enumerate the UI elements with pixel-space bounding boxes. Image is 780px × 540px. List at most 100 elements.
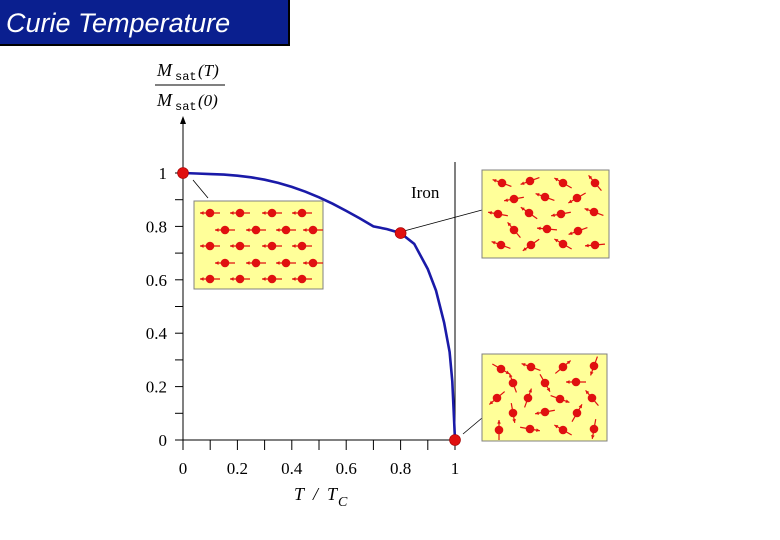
spin-dot xyxy=(589,356,599,376)
spin-dot xyxy=(520,424,540,434)
inset-partially-aligned-spins xyxy=(481,169,610,259)
spin-dot xyxy=(303,225,323,235)
spin-dot xyxy=(215,258,235,268)
spin-dot xyxy=(200,208,220,218)
random-spin-dots xyxy=(488,356,599,440)
leader-line-random xyxy=(462,417,483,435)
xlabel-b: T xyxy=(327,484,339,504)
x-tick-label: 0.2 xyxy=(227,459,248,478)
spin-dot xyxy=(554,238,572,250)
axes: 0 0.2 0.4 0.6 0.8 1 0 0.2 0.4 0.6 0.8 1 xyxy=(146,116,460,478)
y-tick-label: 1 xyxy=(159,164,168,183)
spin-dot xyxy=(246,225,266,235)
spin-dot xyxy=(262,241,282,251)
spin-dot xyxy=(554,177,572,189)
leader-line-aligned xyxy=(192,179,209,199)
y-axis-arrow xyxy=(180,116,186,124)
series-label-iron: Iron xyxy=(411,183,440,202)
inset-random-spins xyxy=(481,353,608,442)
spin-dot xyxy=(508,373,518,393)
spin-dot xyxy=(276,258,296,268)
spin-dot xyxy=(522,238,540,252)
xlabel-a: T xyxy=(294,484,306,504)
x-tick-label: 0.6 xyxy=(336,459,357,478)
spin-dot xyxy=(568,226,588,236)
x-tick-label: 0.8 xyxy=(390,459,411,478)
x-axis-label: T / T C xyxy=(294,484,348,510)
y-tick-label: 0.2 xyxy=(146,378,167,397)
spin-dot xyxy=(230,241,250,251)
y-tick-label: 0.8 xyxy=(146,217,167,236)
spin-dot xyxy=(535,407,555,417)
spin-dot xyxy=(536,224,558,234)
spin-dot xyxy=(262,274,282,284)
spin-dot xyxy=(507,221,521,239)
spin-dot xyxy=(492,178,512,188)
highlight-point xyxy=(177,167,189,179)
spin-dot xyxy=(276,225,296,235)
highlight-point xyxy=(449,434,461,446)
ylabel-den-arg: (0) xyxy=(198,91,218,110)
spin-dot xyxy=(492,363,510,375)
spin-dot xyxy=(521,362,541,372)
y-tick-label: 0.6 xyxy=(146,271,167,290)
ylabel-num-sub: sat xyxy=(175,70,197,84)
leader-line-partial xyxy=(403,209,483,232)
ylabel-num-arg: (T) xyxy=(198,61,219,80)
partial-spin-dots xyxy=(488,174,606,252)
spin-dot xyxy=(246,258,266,268)
spin-dot xyxy=(520,206,538,220)
spin-dot xyxy=(568,192,586,204)
spin-dot xyxy=(535,192,555,202)
spin-dot xyxy=(520,176,540,186)
ylabel-num-main: M xyxy=(156,60,173,80)
spin-dot xyxy=(303,258,323,268)
inset-aligned-spins xyxy=(193,200,324,290)
spin-dot xyxy=(523,388,533,408)
spin-dot xyxy=(292,241,312,251)
x-ticks: 0 0.2 0.4 0.6 0.8 1 xyxy=(179,440,460,478)
spin-dot xyxy=(230,208,250,218)
spin-dot xyxy=(508,403,518,423)
x-tick-label: 0 xyxy=(179,459,188,478)
spin-dot xyxy=(550,394,570,404)
y-tick-label: 0 xyxy=(159,431,168,450)
spin-dot xyxy=(589,419,599,439)
spin-dot xyxy=(504,194,524,204)
spin-dot xyxy=(566,377,586,387)
highlight-points xyxy=(177,167,461,446)
y-tick-label: 0.4 xyxy=(146,324,168,343)
spin-dot xyxy=(584,240,606,250)
spin-dot xyxy=(539,374,551,392)
ylabel-den-sub: sat xyxy=(175,100,197,114)
x-tick-label: 1 xyxy=(451,459,460,478)
leader-lines xyxy=(192,179,483,435)
slide-title: Curie Temperature xyxy=(0,0,290,46)
spin-dot xyxy=(262,208,282,218)
x-tick-label: 0.4 xyxy=(281,459,303,478)
ylabel-den-main: M xyxy=(156,90,173,110)
aligned-spin-dots xyxy=(200,208,323,284)
spin-dot xyxy=(554,424,572,436)
spin-dot xyxy=(488,391,506,405)
spin-dot xyxy=(292,274,312,284)
y-axis-label: M sat (T) M sat (0) xyxy=(155,60,225,114)
spin-dot xyxy=(571,404,583,422)
spin-dot xyxy=(494,420,504,440)
spin-dot xyxy=(488,209,508,219)
spin-dot xyxy=(200,241,220,251)
spin-dot xyxy=(215,225,235,235)
spin-dot xyxy=(554,360,572,374)
highlight-point xyxy=(394,227,407,239)
spin-dot xyxy=(584,207,604,217)
spin-dot xyxy=(292,208,312,218)
series-line-iron xyxy=(182,171,457,441)
spin-dot xyxy=(585,389,599,407)
y-ticks: 0 0.2 0.4 0.6 0.8 1 xyxy=(146,164,183,450)
spin-dot xyxy=(551,209,571,219)
xlabel-b-sub: C xyxy=(338,495,348,510)
spin-dot xyxy=(588,174,602,192)
spin-dot xyxy=(491,240,511,250)
xlabel-sep: / xyxy=(312,484,320,504)
